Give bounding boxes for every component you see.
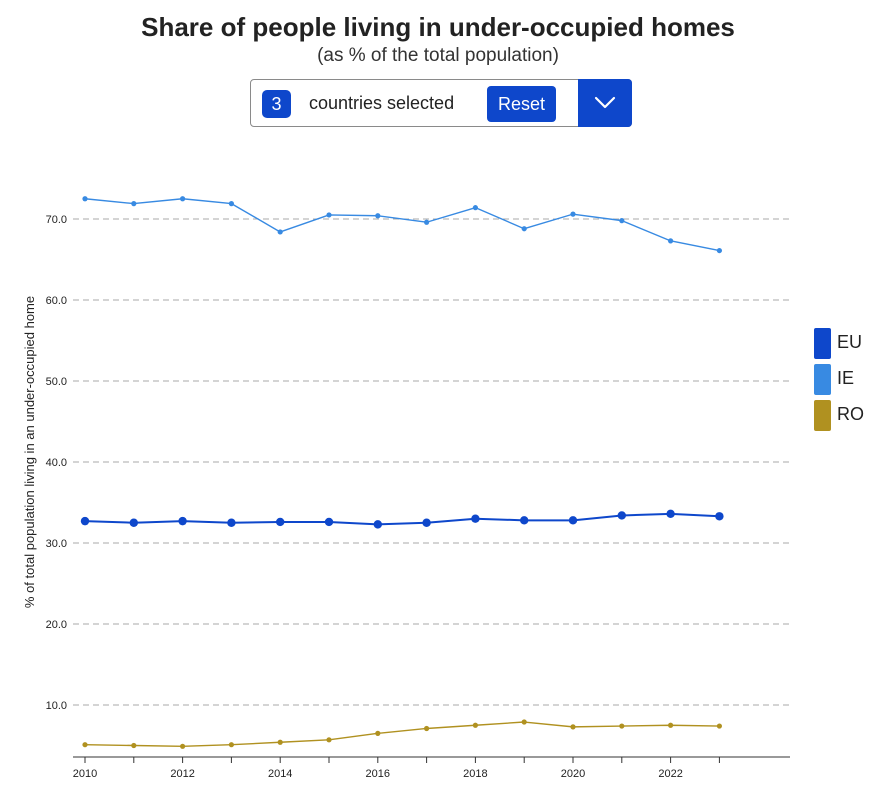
data-point-ie[interactable] <box>277 229 283 235</box>
data-point-eu[interactable] <box>422 518 431 527</box>
data-point-eu[interactable] <box>568 516 578 525</box>
data-point-eu[interactable] <box>471 514 480 523</box>
data-point-eu[interactable] <box>80 516 90 526</box>
data-point-eu[interactable] <box>178 516 187 526</box>
data-point-eu[interactable] <box>617 511 626 520</box>
data-point-ie[interactable] <box>326 212 332 218</box>
data-point-ie[interactable] <box>82 196 88 202</box>
data-point-ie[interactable] <box>521 226 527 232</box>
chart-subtitle: (as % of the total population) <box>317 45 559 66</box>
data-point-ie[interactable] <box>570 211 576 217</box>
x-tick-label: 2022 <box>658 768 682 780</box>
data-point-ro[interactable] <box>326 737 332 743</box>
data-point-ie[interactable] <box>375 213 381 219</box>
legend-swatch-eu <box>814 328 831 359</box>
data-point-eu[interactable] <box>227 518 236 527</box>
data-point-ro[interactable] <box>375 730 381 736</box>
data-point-ie[interactable] <box>619 218 625 224</box>
data-point-ro[interactable] <box>180 743 186 749</box>
selected-countries-label: countries selected <box>309 93 455 113</box>
data-point-ie[interactable] <box>472 205 478 211</box>
y-axis-label: % of total population living in an under… <box>22 296 37 608</box>
data-point-ie[interactable] <box>716 247 723 254</box>
data-point-ro[interactable] <box>716 723 723 729</box>
y-tick-label: 60.0 <box>46 295 67 307</box>
data-point-eu[interactable] <box>324 517 334 527</box>
series-line-ie[interactable] <box>84 198 720 252</box>
y-tick-label: 40.0 <box>46 457 67 469</box>
y-tick-label: 20.0 <box>46 619 67 631</box>
data-point-ie[interactable] <box>180 196 186 202</box>
data-point-eu[interactable] <box>129 518 138 527</box>
dropdown-toggle-button[interactable] <box>578 79 632 127</box>
x-tick-label: 2020 <box>561 768 585 780</box>
series-line-ro[interactable] <box>84 721 720 748</box>
data-point-ro[interactable] <box>277 739 283 745</box>
y-tick-label: 50.0 <box>46 376 67 388</box>
data-point-ie[interactable] <box>668 238 674 244</box>
chart-title: Share of people living in under-occupied… <box>141 12 735 42</box>
legend-swatch-ro <box>814 400 831 431</box>
chevron-down-icon <box>594 96 616 109</box>
y-tick-label: 10.0 <box>46 700 67 712</box>
legend-label-ie: IE <box>837 368 855 388</box>
axes: 10.0 20.0 30.0 40.0 50.0 60.0 70.0 2010 2012 2014… <box>46 214 790 780</box>
legend-swatch-ie <box>814 364 831 395</box>
grid-lines <box>73 218 790 706</box>
x-tick-label: 2018 <box>463 768 487 780</box>
x-tick-label: 2016 <box>366 768 390 780</box>
data-point-eu[interactable] <box>715 512 724 521</box>
selected-count-badge: 3 <box>262 90 291 118</box>
legend-label-ro: RO <box>837 404 864 424</box>
data-point-ie[interactable] <box>131 201 137 207</box>
data-point-ro[interactable] <box>131 742 137 749</box>
data-point-ro[interactable] <box>228 742 234 748</box>
country-selector[interactable]: 3 countries selected Reset <box>250 79 632 127</box>
data-point-ro[interactable] <box>570 724 576 730</box>
series-group <box>80 196 724 749</box>
data-point-ro[interactable] <box>472 722 478 728</box>
data-point-ro[interactable] <box>619 723 625 729</box>
x-tick-label: 2012 <box>170 768 194 780</box>
data-point-eu[interactable] <box>520 516 529 525</box>
data-point-ie[interactable] <box>228 201 234 207</box>
series-line-eu[interactable] <box>84 512 720 526</box>
data-point-ro[interactable] <box>424 725 430 732</box>
data-point-ie[interactable] <box>424 219 430 225</box>
y-tick-label: 70.0 <box>46 214 67 226</box>
data-point-eu[interactable] <box>666 509 675 519</box>
y-tick-label: 30.0 <box>46 538 67 550</box>
data-point-ro[interactable] <box>668 722 674 728</box>
data-point-eu[interactable] <box>276 517 285 527</box>
data-point-ro[interactable] <box>521 719 527 725</box>
data-point-eu[interactable] <box>373 520 382 529</box>
data-point-ro[interactable] <box>82 742 88 748</box>
reset-button[interactable]: Reset <box>487 86 556 122</box>
x-tick-label: 2014 <box>268 768 292 780</box>
x-tick-label: 2010 <box>73 768 97 780</box>
legend-label-eu: EU <box>837 332 863 352</box>
